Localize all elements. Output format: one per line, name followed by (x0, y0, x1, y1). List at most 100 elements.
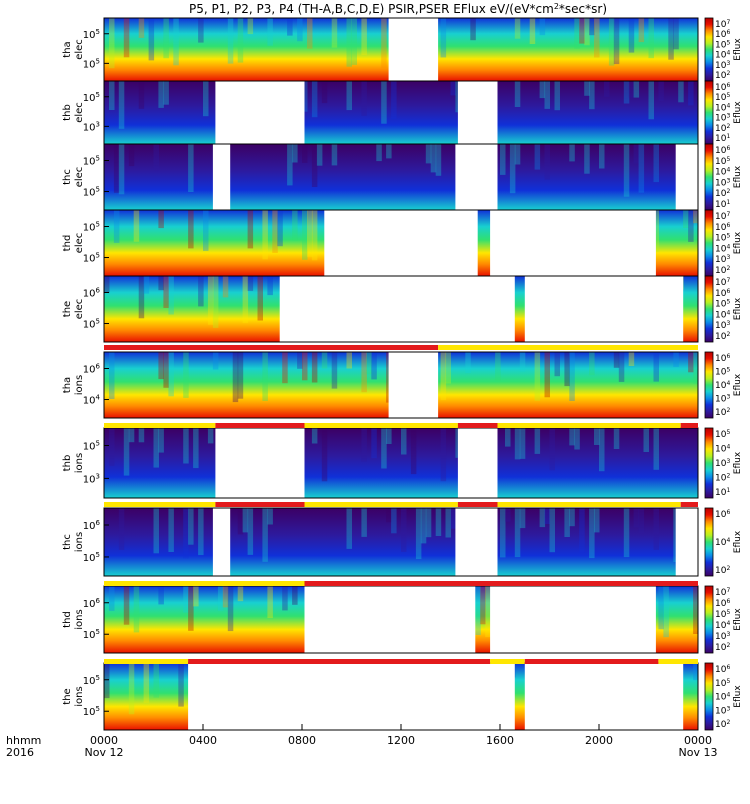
spectrogram-texture (316, 144, 323, 166)
spectrogram-texture (331, 144, 338, 166)
mode-bar-segment (457, 502, 498, 507)
spectrogram-thb-ions (104, 428, 698, 498)
mode-bar-segment (497, 423, 681, 428)
spectrogram-texture (519, 352, 526, 372)
colorbar (704, 351, 714, 419)
spectrogram-texture (514, 144, 521, 165)
spectrogram-texture (495, 352, 501, 381)
spectrogram-texture (138, 428, 145, 443)
spectrogram-texture (440, 352, 447, 401)
colorbar-tick-label: 104 (715, 243, 730, 255)
panel-probe-label: thd (62, 235, 73, 252)
spectrogram-texture (628, 18, 635, 53)
x-axis-year: 2016 (6, 746, 34, 759)
colorbar-tick-label: 104 (715, 537, 730, 549)
spectrogram-the-elec (104, 276, 698, 342)
mode-bar-segment (680, 423, 698, 428)
spectrogram-texture (544, 352, 550, 398)
spectrogram-texture (242, 508, 249, 533)
spectrogram-texture (584, 144, 590, 174)
mode-bar-segment (304, 581, 698, 586)
spectrogram-texture (653, 428, 659, 470)
panel-species-label: ions (74, 453, 85, 473)
data-gap (324, 210, 478, 276)
mode-bar-segment (304, 502, 458, 507)
spectrogram-texture (153, 428, 159, 468)
spectrogram-texture (693, 352, 698, 384)
spectrogram-texture (331, 18, 338, 48)
spectrogram-texture (138, 276, 145, 319)
colorbar-tick-label: 102 (715, 407, 730, 419)
spectrogram-texture (435, 508, 442, 536)
spectrogram-texture (401, 428, 407, 455)
spectrogram-texture (381, 18, 387, 69)
spectrogram-texture (445, 508, 451, 538)
colorbar (704, 80, 714, 145)
colorbar-tick-label: 104 (715, 620, 730, 632)
colorbar-tick-label: 104 (715, 691, 730, 703)
spectrogram-texture (505, 428, 511, 447)
spectrogram-texture (514, 508, 521, 558)
spectrogram-texture (361, 81, 367, 116)
colorbar-tick-label: 102 (715, 188, 730, 200)
colorbar-tick-label: 103 (715, 320, 730, 332)
spectrogram-texture (623, 81, 630, 104)
panel-frame (103, 507, 699, 577)
spectrogram-texture (435, 144, 442, 176)
panel-frame (103, 351, 699, 419)
data-gap (524, 276, 684, 342)
colorbar-label: Eflux (733, 530, 743, 553)
spectrogram-texture (143, 276, 150, 294)
panel-probe-label: thb (62, 104, 73, 121)
mode-bar-segment (497, 502, 681, 507)
spectrogram-texture (579, 18, 585, 44)
spectrogram-texture (346, 18, 352, 67)
colorbar-tick-label: 105 (715, 92, 730, 104)
spectrogram-texture (514, 428, 521, 460)
spectrogram-texture (173, 18, 179, 66)
y-tick-label: 104 (83, 394, 101, 407)
colorbar-tick-label: 101 (715, 133, 730, 145)
spectrogram-texture (638, 508, 645, 533)
colorbar-tick-label: 102 (715, 265, 730, 277)
spectrogram-texture (123, 428, 130, 476)
spectrogram-texture (584, 81, 590, 96)
spectrogram-texture (287, 144, 293, 186)
spectrogram-texture (485, 586, 491, 638)
colorbar-tick-label: 102 (715, 565, 730, 577)
spectrogram-texture (386, 144, 392, 159)
colorbar-tick-label: 102 (715, 70, 730, 82)
data-gap (215, 428, 305, 498)
data-gap (212, 144, 231, 210)
spectrogram-texture (673, 352, 679, 367)
spectrogram-texture (544, 144, 550, 180)
spectrogram-texture (440, 428, 447, 482)
spectrogram-texture (237, 352, 244, 399)
spectrogram-texture (519, 428, 526, 459)
spectrogram-fill (104, 81, 698, 144)
colorbar-tick-label: 106 (715, 287, 730, 299)
spectrogram-texture (554, 81, 560, 111)
colorbar-tick-label: 102 (715, 642, 730, 654)
spectrogram-texture (643, 428, 649, 452)
y-tick-label: 105 (83, 628, 100, 641)
spectrogram-texture (188, 508, 194, 545)
spectrogram-texture (361, 508, 367, 537)
panel-probe-label: thd (62, 611, 73, 628)
colorbar-tick-label: 103 (715, 254, 730, 266)
spectrogram-texture (113, 144, 120, 193)
spectrogram-texture (470, 18, 476, 41)
spectrogram-texture (307, 210, 313, 257)
x-tick-label: 1200 (387, 734, 415, 747)
x-tick-date: Nov 13 (679, 746, 718, 759)
panel-probe-label: tha (62, 377, 73, 393)
x-tick-date: Nov 12 (85, 746, 124, 759)
spectrogram-texture (163, 352, 169, 388)
spectrogram-thc-elec (104, 144, 698, 210)
spectrogram-texture (262, 352, 268, 401)
spectrogram-texture (366, 352, 372, 375)
spectrogram-texture (118, 144, 125, 195)
